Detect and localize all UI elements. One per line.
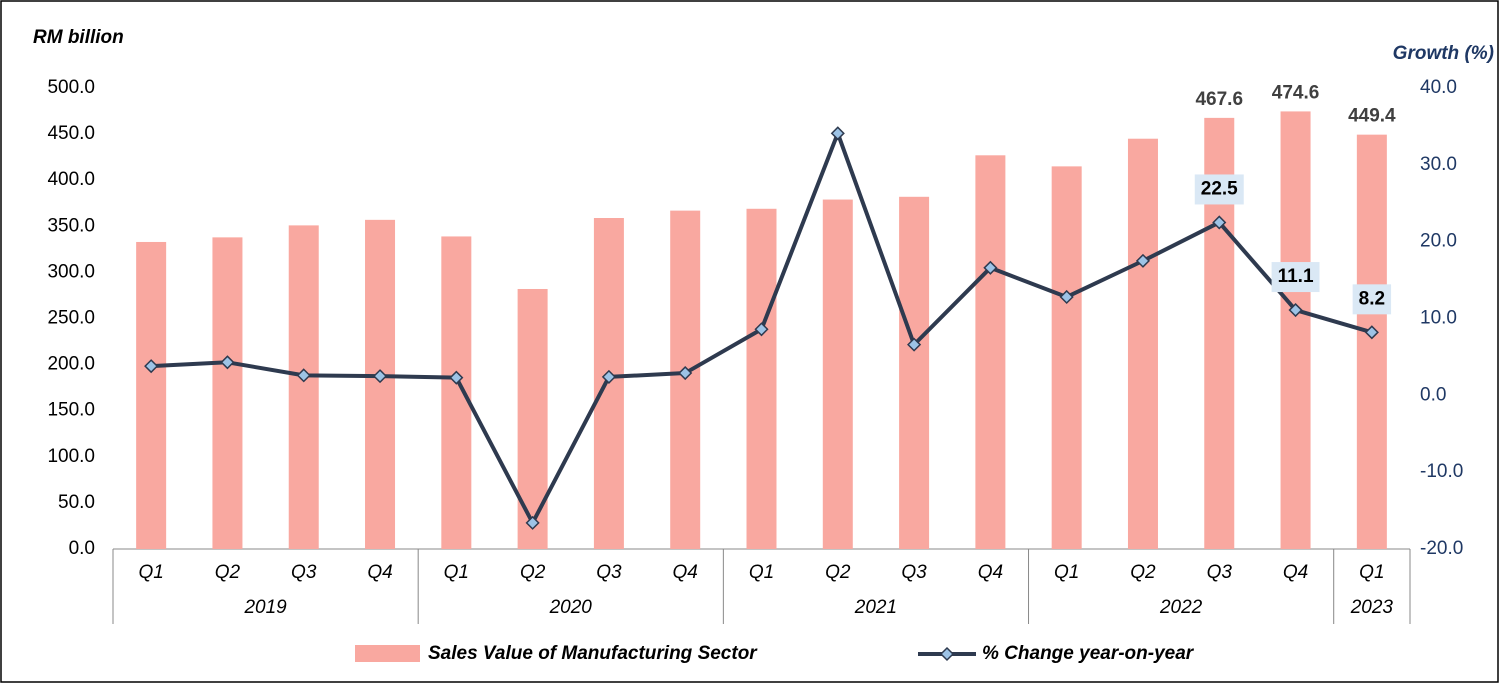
bar (288, 225, 319, 550)
y-tick-label: 450.0 (47, 123, 95, 144)
x-tick-label: Q3 (291, 562, 317, 583)
bar (517, 288, 548, 549)
y2-tick-label: 40.0 (1420, 77, 1457, 98)
x-tick-label: Q4 (367, 562, 392, 583)
group-label: 2020 (549, 597, 593, 618)
marker (983, 260, 998, 275)
bar-value-label: 474.6 (1272, 82, 1320, 103)
marker (1212, 215, 1227, 230)
y-tick-label: 300.0 (47, 261, 95, 282)
x-tick-label: Q2 (520, 562, 546, 583)
marker (754, 322, 769, 337)
bar (899, 196, 930, 549)
marker (449, 370, 464, 385)
y2-axis-label: Growth (%) (1393, 43, 1494, 64)
x-tick-label: Q1 (1054, 562, 1079, 583)
group-label: 2021 (854, 597, 897, 618)
bar (1280, 111, 1311, 550)
y-tick-label: 100.0 (47, 446, 95, 467)
marker (830, 126, 845, 141)
marker (144, 359, 159, 374)
y-tick-label: 400.0 (47, 169, 95, 190)
x-tick-label: Q2 (215, 562, 241, 583)
x-tick-label: Q4 (673, 562, 698, 583)
bar (136, 241, 167, 549)
y2-tick-label: 20.0 (1420, 231, 1457, 252)
group-label: 2019 (243, 597, 287, 618)
marker (678, 365, 693, 381)
x-tick-label: Q3 (901, 562, 927, 583)
marker (372, 369, 388, 384)
line-label-box (1352, 284, 1392, 315)
y-tick-label: 50.0 (58, 492, 95, 513)
line-value-label: 11.1 (1278, 266, 1314, 287)
x-tick-label: Q1 (444, 562, 469, 583)
x-tick-label: Q1 (138, 562, 163, 583)
line-value-label: 22.5 (1201, 178, 1238, 199)
x-tick-label: Q4 (978, 562, 1003, 583)
y2-tick-label: -20.0 (1420, 538, 1463, 559)
x-tick-label: Q3 (596, 562, 622, 583)
legend-marker (939, 646, 955, 662)
line-label-box (1194, 174, 1244, 205)
y-tick-label: 350.0 (47, 215, 95, 236)
bar (1356, 134, 1387, 549)
line-label-box (1271, 262, 1320, 293)
marker (296, 368, 311, 383)
bar (975, 155, 1006, 549)
y-tick-label: 250.0 (47, 308, 95, 329)
legend-swatch (355, 645, 420, 662)
bar (441, 236, 472, 549)
y-tick-label: 0.0 (69, 538, 95, 559)
group-label: 2023 (1350, 597, 1394, 618)
x-tick-label: Q1 (749, 562, 774, 583)
bar (212, 237, 243, 549)
bar (822, 199, 853, 549)
y2-tick-label: 30.0 (1420, 154, 1457, 175)
x-tick-label: Q2 (825, 562, 851, 583)
x-tick-label: Q4 (1283, 562, 1308, 583)
y-tick-label: 150.0 (47, 400, 95, 421)
y-tick-label: 200.0 (47, 354, 95, 375)
marker (525, 515, 540, 530)
bar-value-label: 449.4 (1348, 106, 1396, 127)
marker (220, 355, 235, 370)
legend-label: % Change year-on-year (982, 643, 1195, 664)
bar (746, 208, 777, 550)
x-tick-label: Q3 (1207, 562, 1233, 583)
y-axis-label: RM billion (33, 27, 124, 48)
marker (1135, 253, 1151, 268)
y2-tick-label: -10.0 (1420, 461, 1463, 482)
group-label: 2022 (1159, 597, 1203, 618)
x-tick-label: Q1 (1359, 562, 1384, 583)
x-tick-label: Q2 (1130, 562, 1156, 583)
bar (1127, 138, 1158, 549)
marker (907, 337, 922, 352)
y2-tick-label: 0.0 (1420, 384, 1446, 405)
y-tick-label: 500.0 (47, 77, 95, 98)
marker (1288, 302, 1303, 318)
bar (365, 219, 396, 549)
y2-tick-label: 10.0 (1420, 308, 1457, 329)
marker (1059, 289, 1074, 305)
marker (1364, 325, 1379, 340)
legend-label: Sales Value of Manufacturing Sector (428, 643, 758, 664)
bar (1051, 166, 1082, 549)
marker (601, 369, 616, 384)
line-value-label: 8.2 (1359, 288, 1385, 309)
bar-value-label: 467.6 (1195, 89, 1243, 110)
